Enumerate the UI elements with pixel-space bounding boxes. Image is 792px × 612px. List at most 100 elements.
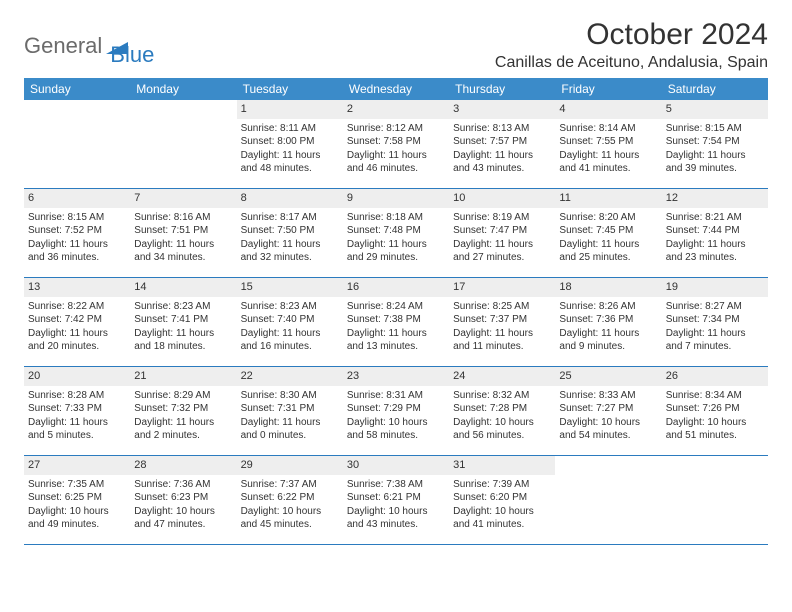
day-cell: 11Sunrise: 8:20 AMSunset: 7:45 PMDayligh… xyxy=(555,189,661,277)
day-content: Sunrise: 8:16 AMSunset: 7:51 PMDaylight:… xyxy=(130,208,236,269)
sunrise-text: Sunrise: 8:29 AM xyxy=(134,389,232,403)
sunrise-text: Sunrise: 8:16 AM xyxy=(134,211,232,225)
day-content: Sunrise: 8:19 AMSunset: 7:47 PMDaylight:… xyxy=(449,208,555,269)
sunset-text: Sunset: 7:42 PM xyxy=(28,313,126,327)
sunset-text: Sunset: 7:51 PM xyxy=(134,224,232,238)
sunset-text: Sunset: 7:55 PM xyxy=(559,135,657,149)
day-number: 27 xyxy=(24,456,130,475)
location: Canillas de Aceituno, Andalusia, Spain xyxy=(495,54,768,72)
day-content: Sunrise: 8:17 AMSunset: 7:50 PMDaylight:… xyxy=(237,208,343,269)
sunrise-text: Sunrise: 8:14 AM xyxy=(559,122,657,136)
sunset-text: Sunset: 7:54 PM xyxy=(666,135,764,149)
month-title: October 2024 xyxy=(495,18,768,52)
week-row: 27Sunrise: 7:35 AMSunset: 6:25 PMDayligh… xyxy=(24,456,768,545)
sunrise-text: Sunrise: 7:37 AM xyxy=(241,478,339,492)
day-cell: 10Sunrise: 8:19 AMSunset: 7:47 PMDayligh… xyxy=(449,189,555,277)
day-cell: 14Sunrise: 8:23 AMSunset: 7:41 PMDayligh… xyxy=(130,278,236,366)
day-number: 11 xyxy=(555,189,661,208)
sunrise-text: Sunrise: 8:33 AM xyxy=(559,389,657,403)
day-number: 9 xyxy=(343,189,449,208)
daylight-text: Daylight: 11 hours and 32 minutes. xyxy=(241,238,339,265)
day-number: 16 xyxy=(343,278,449,297)
day-content: Sunrise: 8:20 AMSunset: 7:45 PMDaylight:… xyxy=(555,208,661,269)
daylight-text: Daylight: 10 hours and 45 minutes. xyxy=(241,505,339,532)
day-content: Sunrise: 7:36 AMSunset: 6:23 PMDaylight:… xyxy=(130,475,236,536)
weekday-header: Friday xyxy=(555,78,661,100)
sunset-text: Sunset: 7:58 PM xyxy=(347,135,445,149)
day-cell: 15Sunrise: 8:23 AMSunset: 7:40 PMDayligh… xyxy=(237,278,343,366)
day-content: Sunrise: 8:25 AMSunset: 7:37 PMDaylight:… xyxy=(449,297,555,358)
sunset-text: Sunset: 7:36 PM xyxy=(559,313,657,327)
sunrise-text: Sunrise: 8:28 AM xyxy=(28,389,126,403)
sunrise-text: Sunrise: 8:31 AM xyxy=(347,389,445,403)
day-cell xyxy=(662,456,768,544)
day-number: 1 xyxy=(237,100,343,119)
day-number: 20 xyxy=(24,367,130,386)
day-number: 23 xyxy=(343,367,449,386)
sunrise-text: Sunrise: 8:13 AM xyxy=(453,122,551,136)
sunrise-text: Sunrise: 8:34 AM xyxy=(666,389,764,403)
logo-text-blue: Blue xyxy=(110,42,154,68)
day-number: 22 xyxy=(237,367,343,386)
logo-text-general: General xyxy=(24,33,102,59)
day-content: Sunrise: 8:26 AMSunset: 7:36 PMDaylight:… xyxy=(555,297,661,358)
daylight-text: Daylight: 11 hours and 43 minutes. xyxy=(453,149,551,176)
daylight-text: Daylight: 10 hours and 47 minutes. xyxy=(134,505,232,532)
day-content: Sunrise: 8:12 AMSunset: 7:58 PMDaylight:… xyxy=(343,119,449,180)
sunrise-text: Sunrise: 8:30 AM xyxy=(241,389,339,403)
day-cell: 25Sunrise: 8:33 AMSunset: 7:27 PMDayligh… xyxy=(555,367,661,455)
day-number: 29 xyxy=(237,456,343,475)
day-number: 25 xyxy=(555,367,661,386)
title-block: October 2024 Canillas de Aceituno, Andal… xyxy=(495,18,768,72)
sunset-text: Sunset: 7:48 PM xyxy=(347,224,445,238)
sunrise-text: Sunrise: 8:22 AM xyxy=(28,300,126,314)
day-content: Sunrise: 8:29 AMSunset: 7:32 PMDaylight:… xyxy=(130,386,236,447)
daylight-text: Daylight: 10 hours and 49 minutes. xyxy=(28,505,126,532)
day-cell: 8Sunrise: 8:17 AMSunset: 7:50 PMDaylight… xyxy=(237,189,343,277)
sunrise-text: Sunrise: 8:18 AM xyxy=(347,211,445,225)
sunrise-text: Sunrise: 8:27 AM xyxy=(666,300,764,314)
day-cell: 20Sunrise: 8:28 AMSunset: 7:33 PMDayligh… xyxy=(24,367,130,455)
day-cell xyxy=(555,456,661,544)
sunrise-text: Sunrise: 7:38 AM xyxy=(347,478,445,492)
sunrise-text: Sunrise: 8:12 AM xyxy=(347,122,445,136)
day-content: Sunrise: 8:22 AMSunset: 7:42 PMDaylight:… xyxy=(24,297,130,358)
daylight-text: Daylight: 11 hours and 20 minutes. xyxy=(28,327,126,354)
sunset-text: Sunset: 7:52 PM xyxy=(28,224,126,238)
sunset-text: Sunset: 7:57 PM xyxy=(453,135,551,149)
calendar: Sunday Monday Tuesday Wednesday Thursday… xyxy=(24,78,768,545)
day-number: 3 xyxy=(449,100,555,119)
sunset-text: Sunset: 6:25 PM xyxy=(28,491,126,505)
day-content: Sunrise: 8:13 AMSunset: 7:57 PMDaylight:… xyxy=(449,119,555,180)
day-cell: 24Sunrise: 8:32 AMSunset: 7:28 PMDayligh… xyxy=(449,367,555,455)
sunrise-text: Sunrise: 8:24 AM xyxy=(347,300,445,314)
day-content: Sunrise: 7:38 AMSunset: 6:21 PMDaylight:… xyxy=(343,475,449,536)
daylight-text: Daylight: 11 hours and 9 minutes. xyxy=(559,327,657,354)
day-cell: 29Sunrise: 7:37 AMSunset: 6:22 PMDayligh… xyxy=(237,456,343,544)
daylight-text: Daylight: 10 hours and 43 minutes. xyxy=(347,505,445,532)
day-cell xyxy=(130,100,236,188)
daylight-text: Daylight: 11 hours and 2 minutes. xyxy=(134,416,232,443)
daylight-text: Daylight: 10 hours and 58 minutes. xyxy=(347,416,445,443)
day-content: Sunrise: 8:14 AMSunset: 7:55 PMDaylight:… xyxy=(555,119,661,180)
day-content: Sunrise: 8:24 AMSunset: 7:38 PMDaylight:… xyxy=(343,297,449,358)
day-cell: 23Sunrise: 8:31 AMSunset: 7:29 PMDayligh… xyxy=(343,367,449,455)
day-content: Sunrise: 8:21 AMSunset: 7:44 PMDaylight:… xyxy=(662,208,768,269)
day-number: 19 xyxy=(662,278,768,297)
daylight-text: Daylight: 11 hours and 34 minutes. xyxy=(134,238,232,265)
daylight-text: Daylight: 11 hours and 25 minutes. xyxy=(559,238,657,265)
daylight-text: Daylight: 11 hours and 23 minutes. xyxy=(666,238,764,265)
sunset-text: Sunset: 7:47 PM xyxy=(453,224,551,238)
weekday-header: Monday xyxy=(130,78,236,100)
day-number: 28 xyxy=(130,456,236,475)
day-cell: 6Sunrise: 8:15 AMSunset: 7:52 PMDaylight… xyxy=(24,189,130,277)
sunrise-text: Sunrise: 8:11 AM xyxy=(241,122,339,136)
weekday-header: Tuesday xyxy=(237,78,343,100)
sunrise-text: Sunrise: 8:17 AM xyxy=(241,211,339,225)
daylight-text: Daylight: 11 hours and 29 minutes. xyxy=(347,238,445,265)
daylight-text: Daylight: 10 hours and 54 minutes. xyxy=(559,416,657,443)
day-number: 13 xyxy=(24,278,130,297)
day-cell: 1Sunrise: 8:11 AMSunset: 8:00 PMDaylight… xyxy=(237,100,343,188)
day-number: 31 xyxy=(449,456,555,475)
day-content: Sunrise: 8:34 AMSunset: 7:26 PMDaylight:… xyxy=(662,386,768,447)
